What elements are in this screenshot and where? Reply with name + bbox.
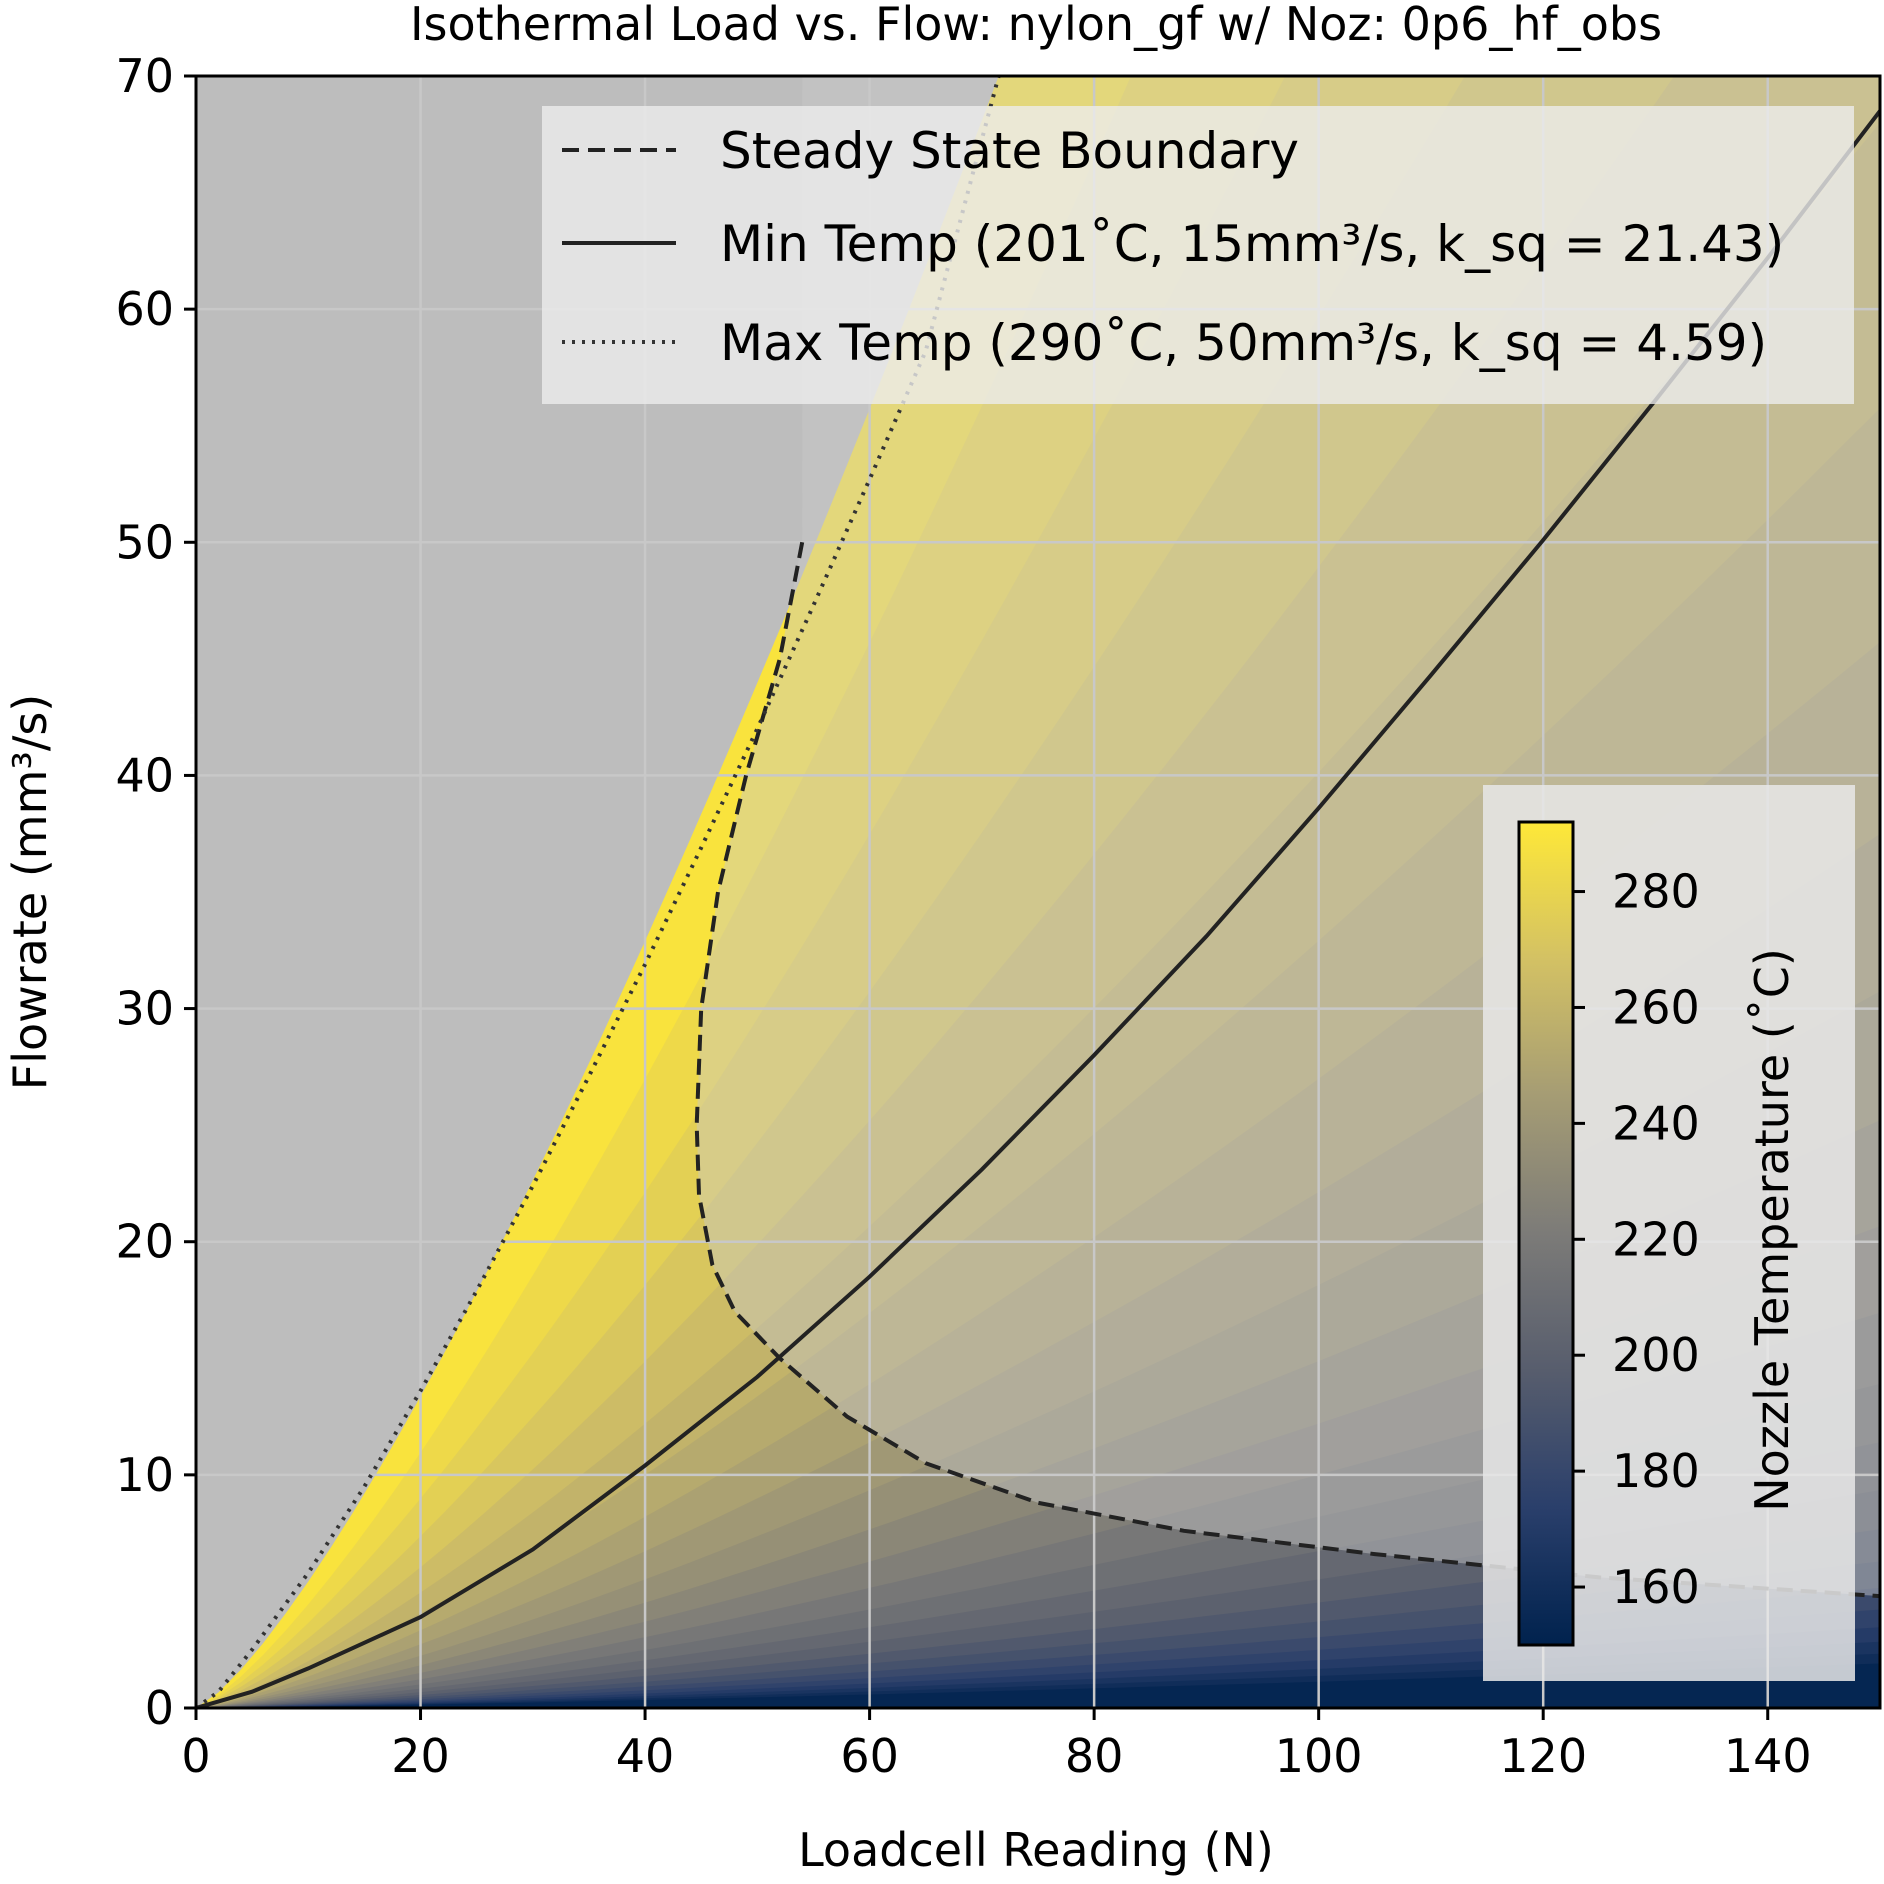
chart-title: Isothermal Load vs. Flow: nylon_gf w/ No… <box>410 0 1662 51</box>
y-tick-label: 70 <box>115 49 174 103</box>
y-axis-ticks: 0 10 20 30 40 50 60 70 <box>115 49 196 1735</box>
x-tick-label: 40 <box>616 1729 675 1783</box>
colorbar-tick-label: 220 <box>1612 1212 1700 1266</box>
series-line-0 <box>694 541 1880 1599</box>
legend-label-min-temp: Min Temp (201˚C, 15mm³/s, k_sq = 21.43) <box>720 215 1784 273</box>
colorbar-tick-label: 240 <box>1612 1096 1700 1150</box>
y-tick-label: 50 <box>115 515 174 569</box>
y-tick-label: 10 <box>115 1448 174 1502</box>
colorbar-tick-label: 180 <box>1612 1444 1700 1498</box>
heat-band <box>196 1663 1880 1708</box>
y-tick-label: 40 <box>115 748 174 802</box>
colorbar-tick-label: 260 <box>1612 980 1700 1034</box>
colorbar-gradient <box>1517 820 1575 1647</box>
x-tick-label: 20 <box>391 1729 450 1783</box>
x-tick-label: 120 <box>1499 1729 1587 1783</box>
x-tick-label: 140 <box>1724 1729 1812 1783</box>
y-tick-label: 20 <box>115 1215 174 1269</box>
x-axis-label: Loadcell Reading (N) <box>798 1823 1274 1877</box>
x-tick-label: 60 <box>840 1729 899 1783</box>
x-tick-label: 80 <box>1065 1729 1124 1783</box>
series-line-1 <box>196 109 1880 1708</box>
series-lines <box>196 76 1880 1708</box>
colorbar-label: Nozzle Temperature (˚C) <box>1745 948 1799 1512</box>
colorbar: 160 180 200 220 240 260 280 Nozzle Temperature… <box>1483 785 1855 1681</box>
y-tick-label: 0 <box>145 1681 174 1735</box>
plot-frame <box>194 74 1882 1710</box>
legend: Steady State Boundary Min Temp (201˚C, 1… <box>542 106 1854 404</box>
y-tick-label: 30 <box>115 982 174 1036</box>
colorbar-tick-label: 200 <box>1612 1328 1700 1382</box>
colorbar-ticks: 160 180 200 220 240 260 280 <box>1573 865 1700 1614</box>
x-axis-ticks: 0 20 40 60 80 100 120 140 <box>181 1708 1812 1783</box>
legend-box <box>542 106 1854 404</box>
x-tick-label: 0 <box>181 1729 210 1783</box>
colorbar-tick-label: 160 <box>1612 1560 1700 1614</box>
colorbar-tick-label: 280 <box>1612 865 1700 919</box>
legend-label-boundary: Steady State Boundary <box>720 122 1299 180</box>
legend-label-max-temp: Max Temp (290˚C, 50mm³/s, k_sq = 4.59) <box>720 314 1767 372</box>
x-tick-label: 100 <box>1275 1729 1363 1783</box>
y-tick-label: 60 <box>115 282 174 336</box>
y-axis-label: Flowrate (mm³/s) <box>3 694 57 1090</box>
